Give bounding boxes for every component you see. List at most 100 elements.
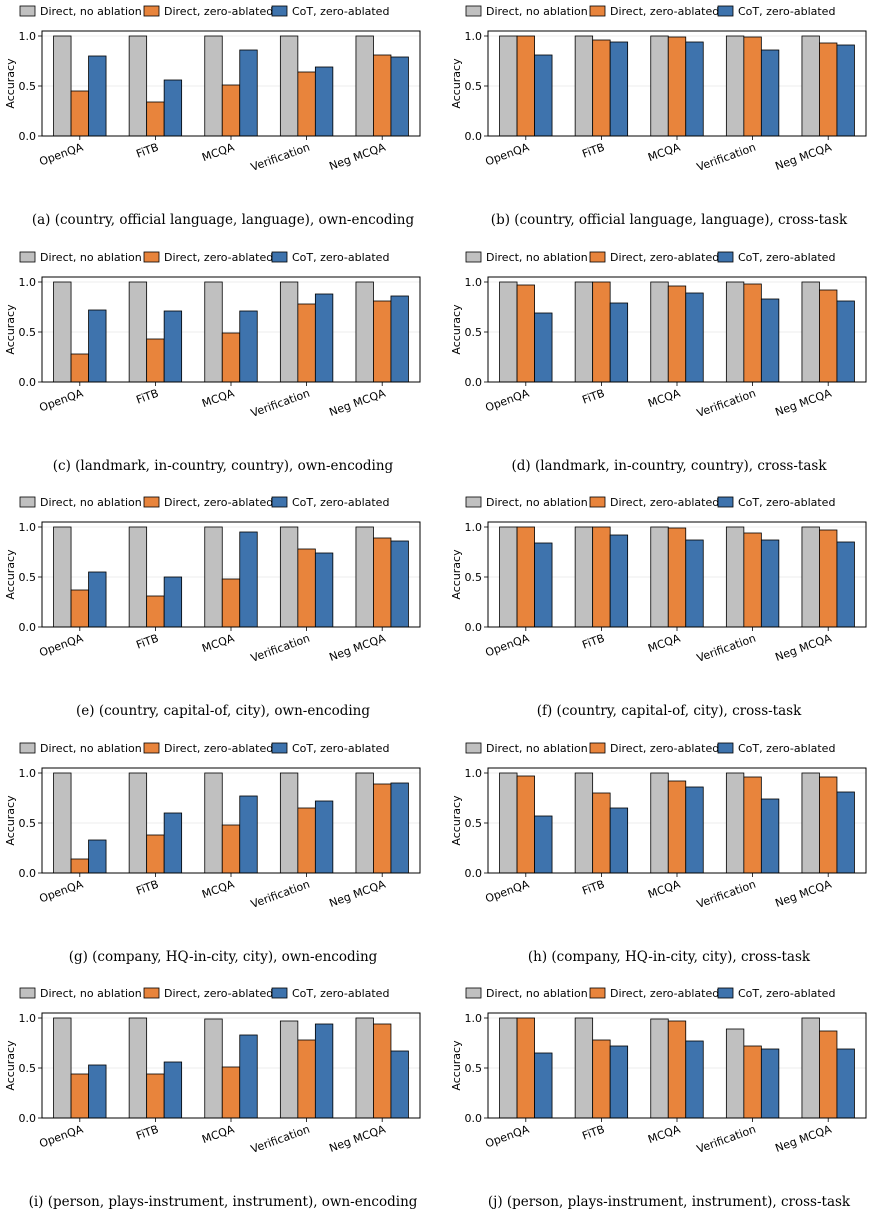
legend: Direct, no ablation Direct, zero-ablated C… xyxy=(19,742,389,755)
legend: Direct, no ablation Direct, zero-ablated C… xyxy=(465,5,835,18)
x-tick-label: Verification xyxy=(695,632,758,665)
chart-panel-f: Direct, no ablation Direct, zero-ablated C… xyxy=(446,491,892,736)
bar-mcqa-series-0 xyxy=(650,772,669,873)
y-tick-label: 1.0 xyxy=(465,767,483,780)
bar-fitb-series-0 xyxy=(128,772,148,873)
legend-label-0: Direct, no ablation xyxy=(486,742,588,755)
y-tick-label: 1.0 xyxy=(19,521,37,534)
legend-swatch-1 xyxy=(589,251,606,262)
legend-label-0: Direct, no ablation xyxy=(40,251,142,264)
bar-mcqa-series-0 xyxy=(204,281,223,382)
bar-fitb-series-1 xyxy=(592,526,611,628)
y-tick-label: 1.0 xyxy=(19,1012,37,1025)
legend-swatch-2 xyxy=(717,251,734,262)
bar-openqa-series-0 xyxy=(53,1017,72,1119)
legend: Direct, no ablation Direct, zero-ablated C… xyxy=(465,742,835,755)
x-tick-label: OpenQA xyxy=(38,877,86,905)
bar-mcqa-series-0 xyxy=(204,526,223,628)
y-tick-label: 0.5 xyxy=(465,80,483,93)
panel-caption: (a) (country, official language, languag… xyxy=(31,212,415,228)
bar-chart-svg: Direct, no ablation Direct, zero-ablated C… xyxy=(4,251,421,419)
bar-neg-mcqa-series-2 xyxy=(836,300,855,382)
bar-fitb-series-1 xyxy=(146,101,165,137)
x-tick-label: MCQA xyxy=(646,140,682,164)
bar-neg-mcqa-series-2 xyxy=(390,540,409,628)
bar-verification-series-2 xyxy=(760,1048,780,1119)
bar-openqa-series-2 xyxy=(534,815,553,873)
x-tick-label: OpenQA xyxy=(38,140,86,168)
y-tick-label: 1.0 xyxy=(19,276,37,289)
bar-mcqa-series-1 xyxy=(221,578,241,628)
legend-label-2: CoT, zero-ablated xyxy=(738,251,835,264)
bar-verification-series-1 xyxy=(743,532,762,628)
y-tick-label: 1.0 xyxy=(465,521,483,534)
bar-neg-mcqa-series-0 xyxy=(801,772,820,873)
bar-verification-series-1 xyxy=(297,71,316,137)
bar-fitb-series-0 xyxy=(128,1017,148,1119)
y-tick-label: 1.0 xyxy=(465,1012,483,1025)
chart-panel-d: Direct, no ablation Direct, zero-ablated C… xyxy=(446,246,892,491)
x-tick-label: Neg MCQA xyxy=(773,386,833,418)
y-axis-label: Accuracy xyxy=(450,58,463,109)
legend-swatch-0 xyxy=(465,496,482,508)
x-tick-label: FiTB xyxy=(580,632,606,652)
legend-swatch-1 xyxy=(589,742,606,753)
bar-openqa-series-2 xyxy=(534,54,553,137)
x-tick-label: FiTB xyxy=(134,1123,160,1143)
bar-verification-series-2 xyxy=(760,298,780,382)
bar-openqa-series-1 xyxy=(70,353,89,382)
legend-swatch-0 xyxy=(465,987,482,999)
bar-chart-svg: Direct, no ablation Direct, zero-ablated C… xyxy=(4,742,421,910)
chart-panel-h: Direct, no ablation Direct, zero-ablated C… xyxy=(446,737,892,982)
y-tick-label: 1.0 xyxy=(19,767,37,780)
legend-swatch-0 xyxy=(19,987,36,999)
bar-verification-series-0 xyxy=(725,35,745,137)
chart-panel-c: Direct, no ablation Direct, zero-ablated C… xyxy=(0,246,446,491)
x-tick-label: Verification xyxy=(249,632,312,665)
x-tick-label: Verification xyxy=(249,386,312,419)
legend-swatch-1 xyxy=(143,742,160,753)
bar-fitb-series-1 xyxy=(146,595,165,628)
bar-fitb-series-2 xyxy=(163,576,183,628)
bar-chart-svg: Direct, no ablation Direct, zero-ablated C… xyxy=(450,987,867,1156)
legend-label-0: Direct, no ablation xyxy=(40,5,142,18)
panel-caption: (i) (person, plays-instrument, instrumen… xyxy=(28,1194,418,1210)
x-tick-label: Neg MCQA xyxy=(327,877,387,909)
y-axis-label: Accuracy xyxy=(450,549,463,600)
x-tick-label: Neg MCQA xyxy=(327,1122,387,1154)
x-tick-label: Verification xyxy=(249,1123,312,1156)
axes-frame xyxy=(487,1012,867,1119)
x-tick-label: MCQA xyxy=(200,140,236,164)
legend-swatch-0 xyxy=(19,742,36,753)
bar-verification-series-0 xyxy=(725,281,745,382)
x-tick-label: Verification xyxy=(695,141,758,174)
bar-neg-mcqa-series-0 xyxy=(355,281,374,382)
panel-caption: (b) (country, official language, languag… xyxy=(490,212,848,228)
y-axis-label: Accuracy xyxy=(4,1040,17,1091)
legend-swatch-2 xyxy=(271,251,288,262)
bar-neg-mcqa-series-1 xyxy=(819,42,838,137)
x-tick-label: Neg MCQA xyxy=(773,140,833,172)
bar-fitb-series-2 xyxy=(163,812,183,873)
legend-label-1: Direct, zero-ablated xyxy=(164,496,273,509)
bar-openqa-series-1 xyxy=(516,775,535,873)
bar-verification-series-0 xyxy=(279,1020,299,1119)
y-tick-label: 1.0 xyxy=(465,276,483,289)
y-tick-label: 0.5 xyxy=(19,817,37,830)
y-tick-label: 0.5 xyxy=(465,817,483,830)
y-axis-label: Accuracy xyxy=(450,1040,463,1091)
x-tick-label: MCQA xyxy=(646,386,682,410)
legend-swatch-0 xyxy=(465,742,482,753)
panel-caption: (e) (country, capital-of, city), own-enc… xyxy=(76,703,370,719)
x-tick-label: FiTB xyxy=(134,632,160,652)
bar-verification-series-0 xyxy=(279,281,299,382)
x-tick-label: FiTB xyxy=(580,386,606,406)
bar-neg-mcqa-series-1 xyxy=(373,537,392,628)
x-tick-label: MCQA xyxy=(200,386,236,410)
y-tick-label: 1.0 xyxy=(19,30,37,43)
legend-label-1: Direct, zero-ablated xyxy=(164,5,273,18)
bar-openqa-series-0 xyxy=(53,281,72,382)
bar-neg-mcqa-series-0 xyxy=(801,35,820,137)
bar-fitb-series-1 xyxy=(592,1039,611,1119)
panel-caption: (j) (person, plays-instrument, instrumen… xyxy=(487,1194,851,1210)
